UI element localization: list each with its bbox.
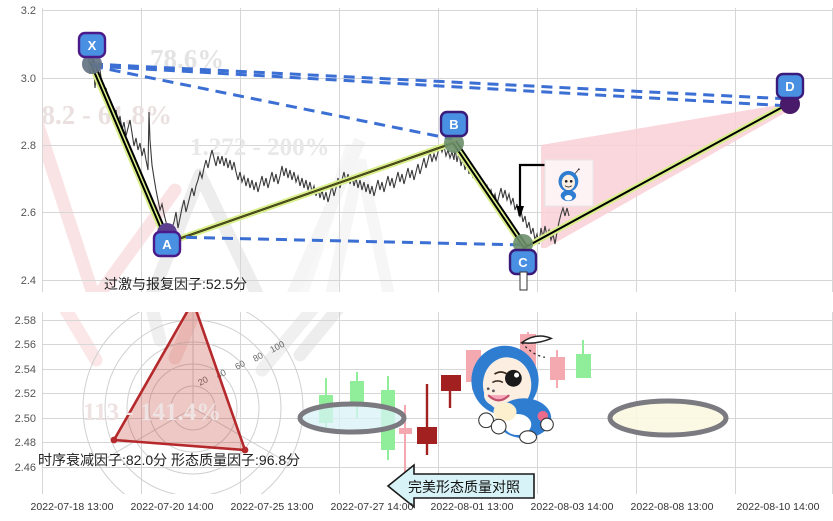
pattern-marker-label: C [518, 255, 528, 270]
fib-line-xd [91, 62, 791, 101]
candlestick [441, 375, 461, 408]
y-tick: 2.6 [21, 207, 36, 219]
y-tick: 3.2 [21, 5, 36, 17]
harmonic-pattern-panel: 3.2 3.0 2.8 2.6 2.4 78.6% 38.2 - 61.8% 1… [21, 5, 833, 292]
x-tick: 2022-08-08 13:00 [631, 501, 714, 513]
radar-and-candles-panel: 2.58 2.56 2.54 2.52 2.50 2.48 2.46 [15, 312, 833, 509]
y-tick: 2.46 [15, 462, 36, 474]
radar-data-polygon [111, 312, 247, 452]
y-tick: 2.54 [15, 364, 36, 376]
mascot-small-icon [558, 168, 580, 202]
radar-data-points [110, 436, 249, 454]
pattern-marker-D[interactable]: D [775, 72, 805, 114]
pattern-marker-label: A [162, 237, 172, 252]
pattern-marker-X[interactable]: X [77, 31, 107, 74]
pattern-markers[interactable]: X A B C [77, 31, 805, 291]
pattern-marker-label: B [449, 117, 458, 132]
highlight-ellipse-right [607, 398, 729, 438]
fib-line-ac [167, 235, 525, 247]
candlestick [576, 340, 591, 378]
fib-line-xd-lower [91, 64, 791, 108]
fib-line-xb [91, 64, 453, 141]
fib-watermark-113-141: 113 - 141.4% [83, 399, 221, 426]
y-axis-ticks-bottom: 2.58 2.56 2.54 2.52 2.50 2.48 2.46 [15, 315, 36, 474]
y-tick: 2.56 [15, 339, 36, 351]
pattern-tooltip[interactable] [516, 159, 594, 218]
pattern-marker-B[interactable]: B [439, 110, 469, 153]
highlight-ellipse-left [297, 401, 407, 435]
y-tick: 3.0 [21, 73, 36, 85]
y-tick: 2.8 [21, 140, 36, 152]
y-tick: 2.4 [21, 275, 36, 287]
x-tick: 2022-07-20 14:00 [131, 501, 214, 513]
radar-tick: 20 [196, 374, 210, 388]
callout-label: 完美形态质量对照 [408, 479, 520, 495]
x-tick: 2022-08-10 14:00 [737, 501, 820, 513]
x-tick: 2022-08-01 13:00 [431, 501, 514, 513]
fib-label-382-618: 38.2 - 61.8% [28, 100, 172, 130]
radar-chart: 20 40 60 80 100 113 - 141.4% [82, 312, 304, 494]
y-tick: 2.52 [15, 388, 36, 400]
mascot-icon [471, 335, 554, 444]
fib-projection-lines [91, 62, 791, 247]
x-tick: 2022-07-25 13:00 [231, 501, 314, 513]
y-axis-ticks-top: 3.2 3.0 2.8 2.6 2.4 [21, 5, 36, 287]
fib-label-1272-200: 1.272 - 200% [190, 134, 330, 161]
y-tick: 2.58 [15, 315, 36, 327]
y-tick: 2.48 [15, 437, 36, 449]
radar-tick: 80 [251, 350, 265, 364]
pattern-marker-C[interactable]: C [508, 234, 538, 291]
top-panel-annotation: 过激与报复因子:52.5分 [104, 276, 247, 292]
pattern-marker-A[interactable]: A [152, 223, 182, 258]
x-tick: 2022-08-03 14:00 [531, 501, 614, 513]
radar-tick: 60 [233, 358, 247, 372]
candlestick [550, 350, 565, 388]
y-tick: 2.50 [15, 413, 36, 425]
x-axis-ticks: 2022-07-18 13:00 2022-07-20 14:00 2022-0… [31, 501, 820, 513]
x-tick: 2022-07-27 14:00 [331, 501, 414, 513]
candlestick [417, 384, 437, 455]
pattern-marker-label: X [88, 38, 97, 53]
x-tick: 2022-07-18 13:00 [31, 501, 114, 513]
pattern-marker-label: D [785, 79, 794, 94]
callout-perfect-quality[interactable]: 完美形态质量对照 [386, 463, 535, 509]
bottom-panel-annotation: 时序衰减因子:82.0分 形态质量因子:96.8分 [38, 452, 300, 468]
callout-shape [386, 463, 535, 509]
